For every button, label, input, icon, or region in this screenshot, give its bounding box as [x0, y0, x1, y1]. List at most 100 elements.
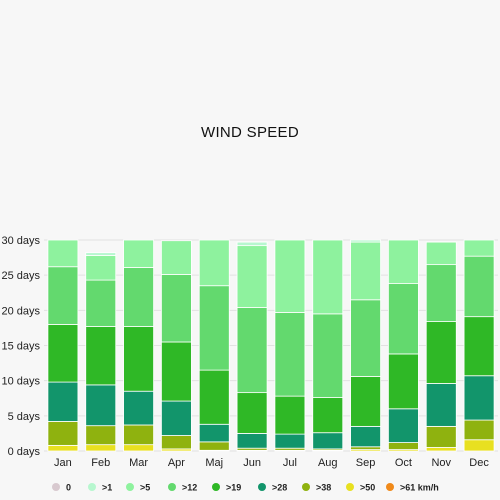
- legend-item[interactable]: 0: [52, 483, 71, 493]
- legend-item[interactable]: >38: [302, 483, 331, 493]
- bar-segment: [425, 447, 457, 452]
- bar-segment: [312, 397, 344, 434]
- y-tick-label: 20 days: [1, 305, 40, 317]
- bar-segment: [198, 239, 230, 287]
- bar-segment: [161, 274, 192, 343]
- x-tick-label: Jul: [283, 457, 297, 469]
- legend-label: >12: [182, 483, 197, 493]
- bar-segment: [350, 299, 381, 377]
- y-tick-label: 15 days: [1, 341, 40, 353]
- bar-segment: [388, 408, 419, 443]
- bar-segment: [463, 419, 495, 441]
- bar-stack-jan: [47, 239, 79, 452]
- bar-segment: [425, 241, 457, 266]
- bar-segment: [350, 376, 381, 427]
- bar-segment: [47, 239, 79, 268]
- legend-label: >50: [360, 483, 375, 493]
- x-tick-label: Dec: [469, 457, 489, 469]
- legend-label: >28: [272, 483, 287, 493]
- legend-item[interactable]: >1: [88, 483, 112, 493]
- bar-segment: [236, 307, 268, 394]
- x-tick-label: Oct: [395, 457, 412, 469]
- bar-segment: [123, 444, 154, 452]
- legend-label: >61 km/h: [400, 483, 439, 493]
- bar-segment: [47, 323, 79, 383]
- grid-lines: [44, 239, 498, 452]
- legend-label: >38: [316, 483, 331, 493]
- bar-segment: [463, 316, 495, 377]
- bar-segment: [123, 267, 154, 327]
- bar-segment: [274, 312, 306, 397]
- bar-stack-aug: [312, 239, 344, 452]
- bar-segment: [123, 424, 154, 446]
- legend-marker: [212, 483, 220, 491]
- bar-segment: [123, 390, 154, 426]
- bar-segment: [425, 264, 457, 322]
- x-tick-label: Sep: [356, 457, 376, 469]
- bar-segment: [388, 239, 419, 285]
- bar-segment: [161, 435, 192, 450]
- bar-segment: [274, 433, 306, 449]
- bar-segment: [425, 383, 457, 427]
- legend-item[interactable]: >28: [258, 483, 287, 493]
- chart-title: WIND SPEED: [201, 124, 299, 141]
- legend-item[interactable]: >19: [212, 483, 241, 493]
- y-axis-ticks: 0 days 5 days 10 days 15 days 20 days 25 days…: [1, 235, 40, 458]
- bar-segment: [236, 241, 268, 247]
- bar-segment: [388, 353, 419, 410]
- bar-segment: [85, 444, 117, 452]
- x-tick-label: Nov: [431, 457, 451, 469]
- bar-segment: [312, 239, 344, 315]
- bar-stack-sep: [350, 239, 381, 452]
- bar-stack-jun: [236, 241, 268, 452]
- legend-item[interactable]: >5: [126, 483, 150, 493]
- bar-segment: [236, 245, 268, 308]
- bar-segment: [274, 395, 306, 435]
- bar-segment: [85, 252, 117, 256]
- legend: 0 >1 >5 >12 >19 >28 >38 >50 >61 km/h: [52, 483, 439, 493]
- y-tick-label: 10 days: [1, 376, 40, 388]
- bar-segment: [350, 425, 381, 448]
- bar-segment: [123, 326, 154, 392]
- bar-segment: [425, 321, 457, 384]
- legend-marker: [346, 483, 354, 491]
- bar-segment: [47, 444, 79, 452]
- bar-segment: [463, 239, 495, 257]
- legend-item[interactable]: >12: [168, 483, 197, 493]
- bar-stack-jul: [274, 239, 306, 452]
- x-tick-label: Mar: [129, 457, 148, 469]
- bar-segment: [198, 369, 230, 425]
- bar-segment: [463, 375, 495, 421]
- y-tick-label: 25 days: [1, 270, 40, 282]
- bar-segment: [161, 240, 192, 275]
- bar-segment: [463, 255, 495, 318]
- legend-marker: [258, 483, 266, 491]
- legend-label: >1: [102, 483, 112, 493]
- legend-marker: [302, 483, 310, 491]
- bar-segment: [350, 239, 381, 243]
- bar-segment: [463, 439, 495, 452]
- x-axis-ticks: Jan Feb Mar Apr Maj Jun Jul Aug Sep Oct Nov Dec: [54, 457, 489, 469]
- bar-segment: [161, 400, 192, 436]
- bar-stack-mar: [123, 239, 154, 452]
- x-tick-label: Feb: [91, 457, 110, 469]
- legend-item[interactable]: >50: [346, 483, 375, 493]
- bar-stack-apr: [161, 240, 192, 452]
- legend-item[interactable]: >61 km/h: [386, 483, 439, 493]
- bar-segment: [85, 425, 117, 446]
- x-tick-label: Jun: [243, 457, 261, 469]
- bar-segment: [198, 441, 230, 451]
- legend-marker: [88, 483, 96, 491]
- bar-segment: [85, 384, 117, 427]
- bar-segment: [350, 241, 381, 301]
- bar-segment: [388, 283, 419, 355]
- bar-segment: [198, 423, 230, 443]
- bar-segment: [85, 255, 117, 281]
- x-tick-label: Apr: [168, 457, 185, 469]
- legend-marker: [168, 483, 176, 491]
- bar-stack-maj: [198, 239, 230, 452]
- legend-marker: [52, 483, 60, 491]
- bar-segment: [388, 442, 419, 450]
- bar-stack-feb: [85, 252, 117, 452]
